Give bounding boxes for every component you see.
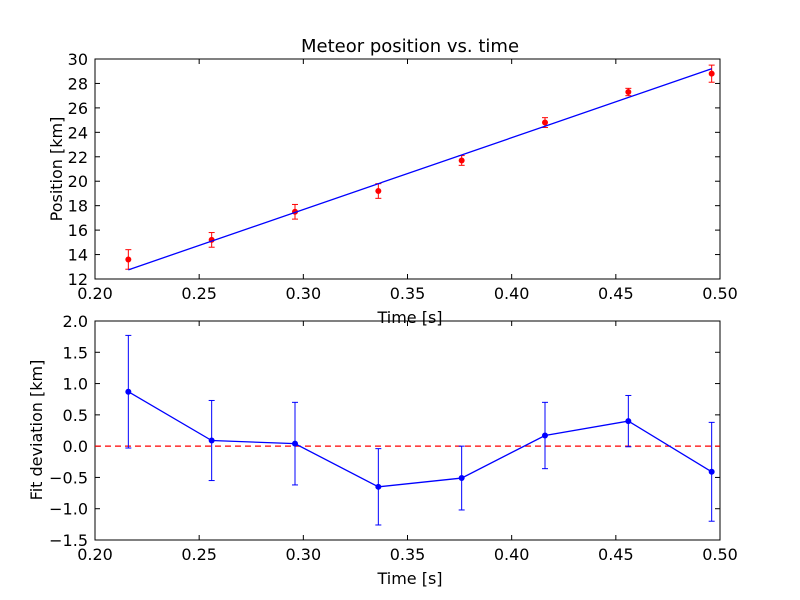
data-point [458, 157, 465, 164]
y-tick-label: −1.0 [49, 500, 88, 519]
y-tick-label: 18 [68, 197, 88, 216]
data-point [292, 440, 298, 447]
x-tick-label: 0.45 [598, 545, 634, 564]
y-axis-label: Position [km] [47, 117, 66, 222]
position-plot: Meteor position vs. time Time [s] Positi… [47, 36, 738, 327]
data-point [625, 418, 632, 425]
y-tick-label: 24 [68, 123, 88, 142]
data-point [542, 119, 548, 126]
data-point [458, 475, 465, 482]
y-tick-label: 1.5 [63, 343, 88, 362]
y-tick-label: 14 [68, 246, 88, 265]
y-tick-label: −0.5 [49, 468, 88, 487]
x-tick-label: 0.20 [77, 545, 113, 564]
chart-title: Meteor position vs. time [301, 36, 519, 57]
x-axis-label: Time [s] [376, 569, 442, 588]
y-tick-label: 20 [68, 172, 88, 191]
plot-frame [94, 320, 721, 541]
deviation-line [128, 391, 713, 488]
y-tick-label: 0.5 [63, 406, 88, 425]
deviation-plot: Time [s] Fit deviation [km] 0.20 0.25 0.30… [27, 312, 738, 588]
data-point [125, 256, 132, 263]
y-tick-label: 16 [68, 221, 88, 240]
x-axis-label: Time [s] [376, 308, 442, 327]
x-tick-label: 0.45 [598, 284, 634, 303]
x-tick-label: 0.40 [494, 284, 530, 303]
y-tick-label: 30 [68, 50, 88, 69]
y-tick-label: 1.0 [63, 375, 88, 394]
y-tick-label: 0.0 [63, 437, 88, 456]
data-point [375, 483, 382, 490]
y-axis-label: Fit deviation [km] [27, 360, 46, 501]
data-point [708, 70, 715, 77]
x-tick-label: 0.35 [390, 284, 426, 303]
data-point [208, 437, 215, 444]
data-point [125, 388, 132, 395]
fit-line [128, 68, 712, 271]
data-point [542, 432, 548, 439]
x-tick-label: 0.25 [181, 284, 217, 303]
x-tick-label: 0.40 [494, 545, 530, 564]
x-tick-label: 0.30 [286, 545, 322, 564]
x-tick-label: 0.20 [77, 284, 113, 303]
data-point [375, 188, 382, 194]
y-tick-label: 26 [68, 99, 88, 118]
x-tick-label: 0.25 [181, 545, 217, 564]
y-tick-label: −1.5 [49, 531, 88, 550]
x-tick-label: 0.30 [286, 284, 322, 303]
y-tick-label: 2.0 [63, 312, 88, 331]
data-point [708, 468, 715, 475]
y-tick-label: 28 [68, 74, 88, 93]
x-tick-label: 0.50 [702, 284, 738, 303]
data-point [625, 89, 632, 95]
x-tick-label: 0.50 [702, 545, 738, 564]
x-tick-label: 0.35 [390, 545, 426, 564]
y-tick-label: 12 [68, 270, 88, 289]
y-tick-label: 22 [68, 148, 88, 167]
